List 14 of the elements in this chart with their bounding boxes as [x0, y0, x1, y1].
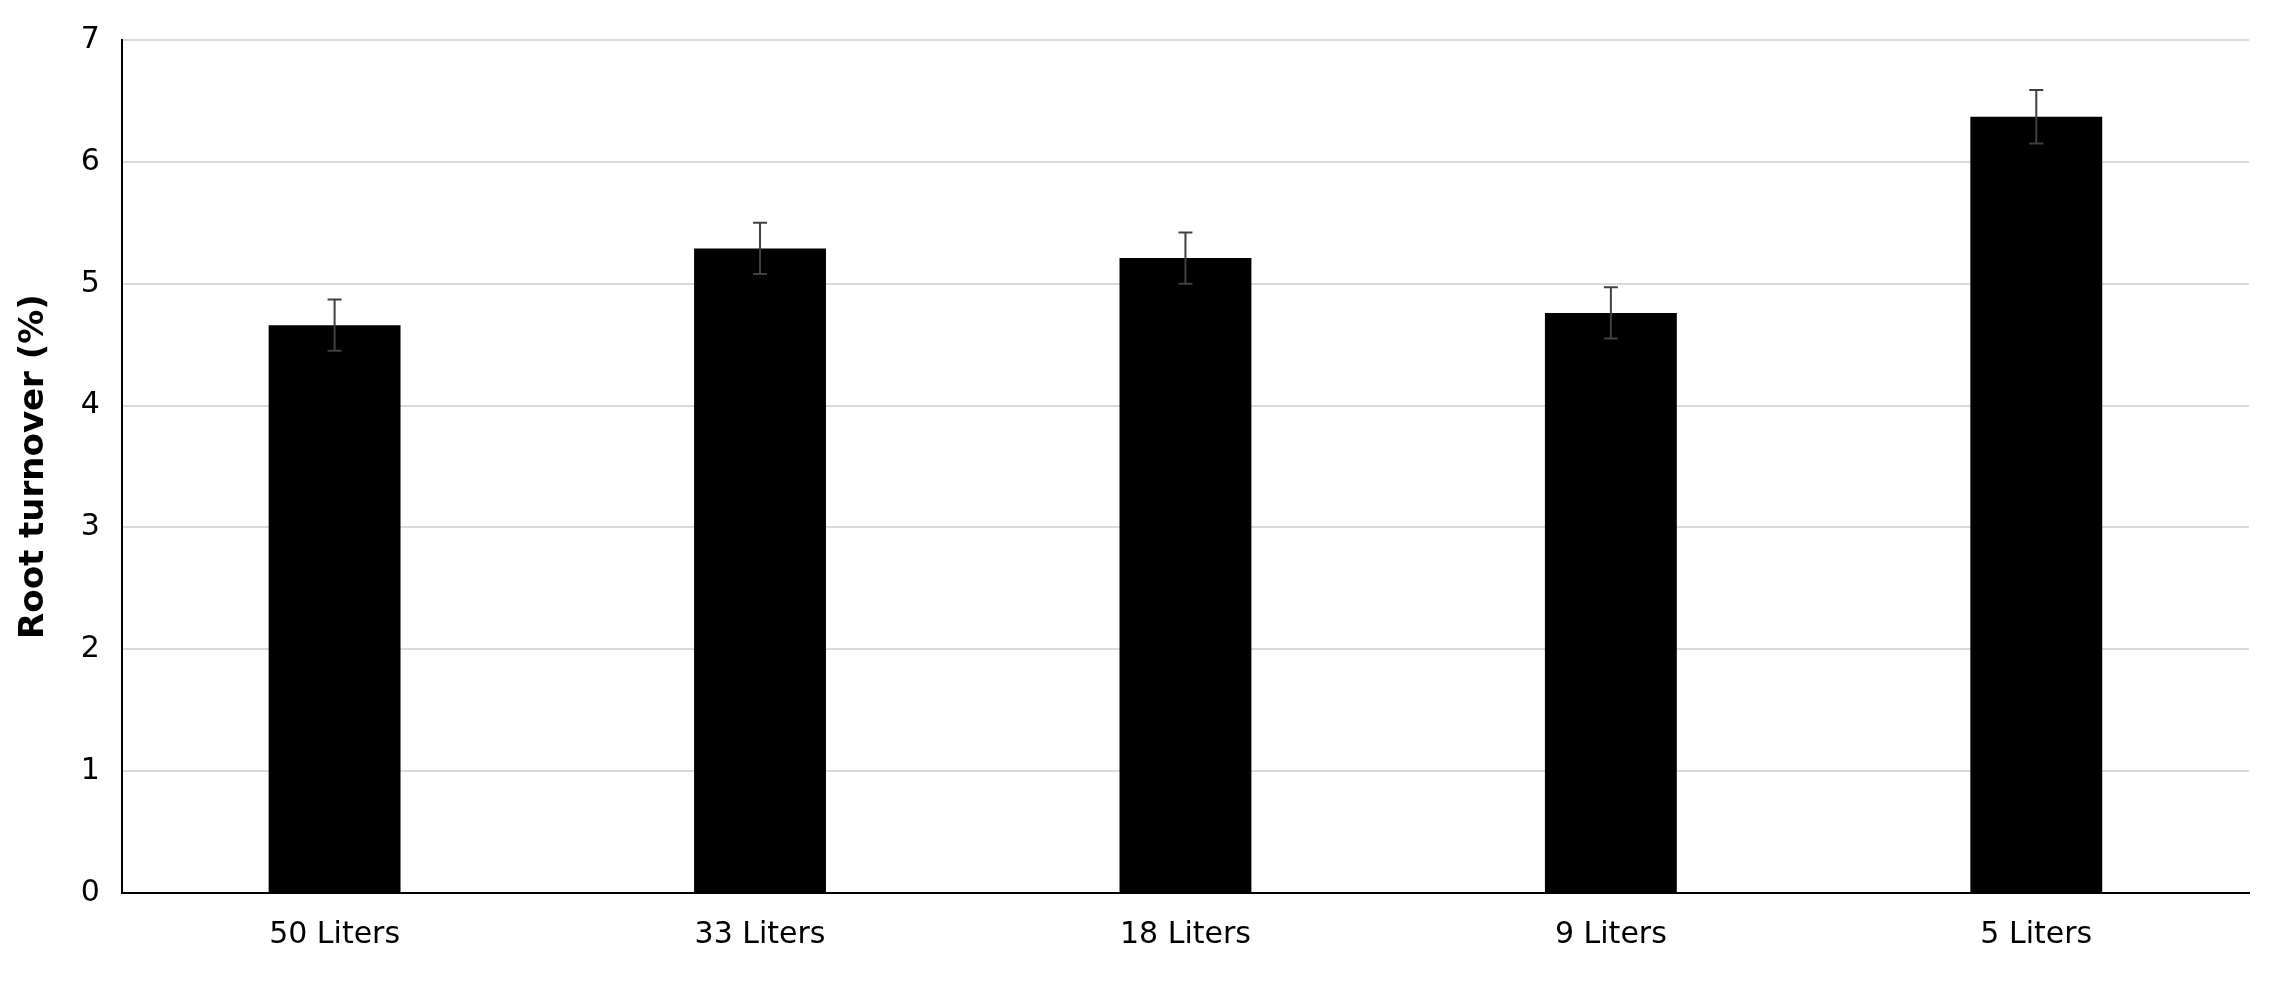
- y-tick-label: 7: [80, 19, 100, 55]
- y-axis-title: Root turnover (%): [11, 294, 52, 639]
- y-tick-label: 3: [80, 507, 100, 543]
- y-tick-label: 2: [80, 629, 100, 665]
- y-tick-label: 6: [80, 141, 100, 177]
- y-tick-label: 5: [80, 263, 100, 299]
- x-tick-label: 5 Liters: [1980, 914, 2093, 950]
- y-tick-label: 1: [80, 750, 100, 786]
- x-tick-label: 9 Liters: [1554, 914, 1667, 950]
- x-tick-label: 50 Liters: [269, 914, 401, 950]
- y-tick-label: 0: [80, 872, 100, 908]
- x-tick-label: 18 Liters: [1119, 914, 1251, 950]
- x-tick-label: 33 Liters: [694, 914, 826, 950]
- y-tick-label: 4: [80, 385, 100, 421]
